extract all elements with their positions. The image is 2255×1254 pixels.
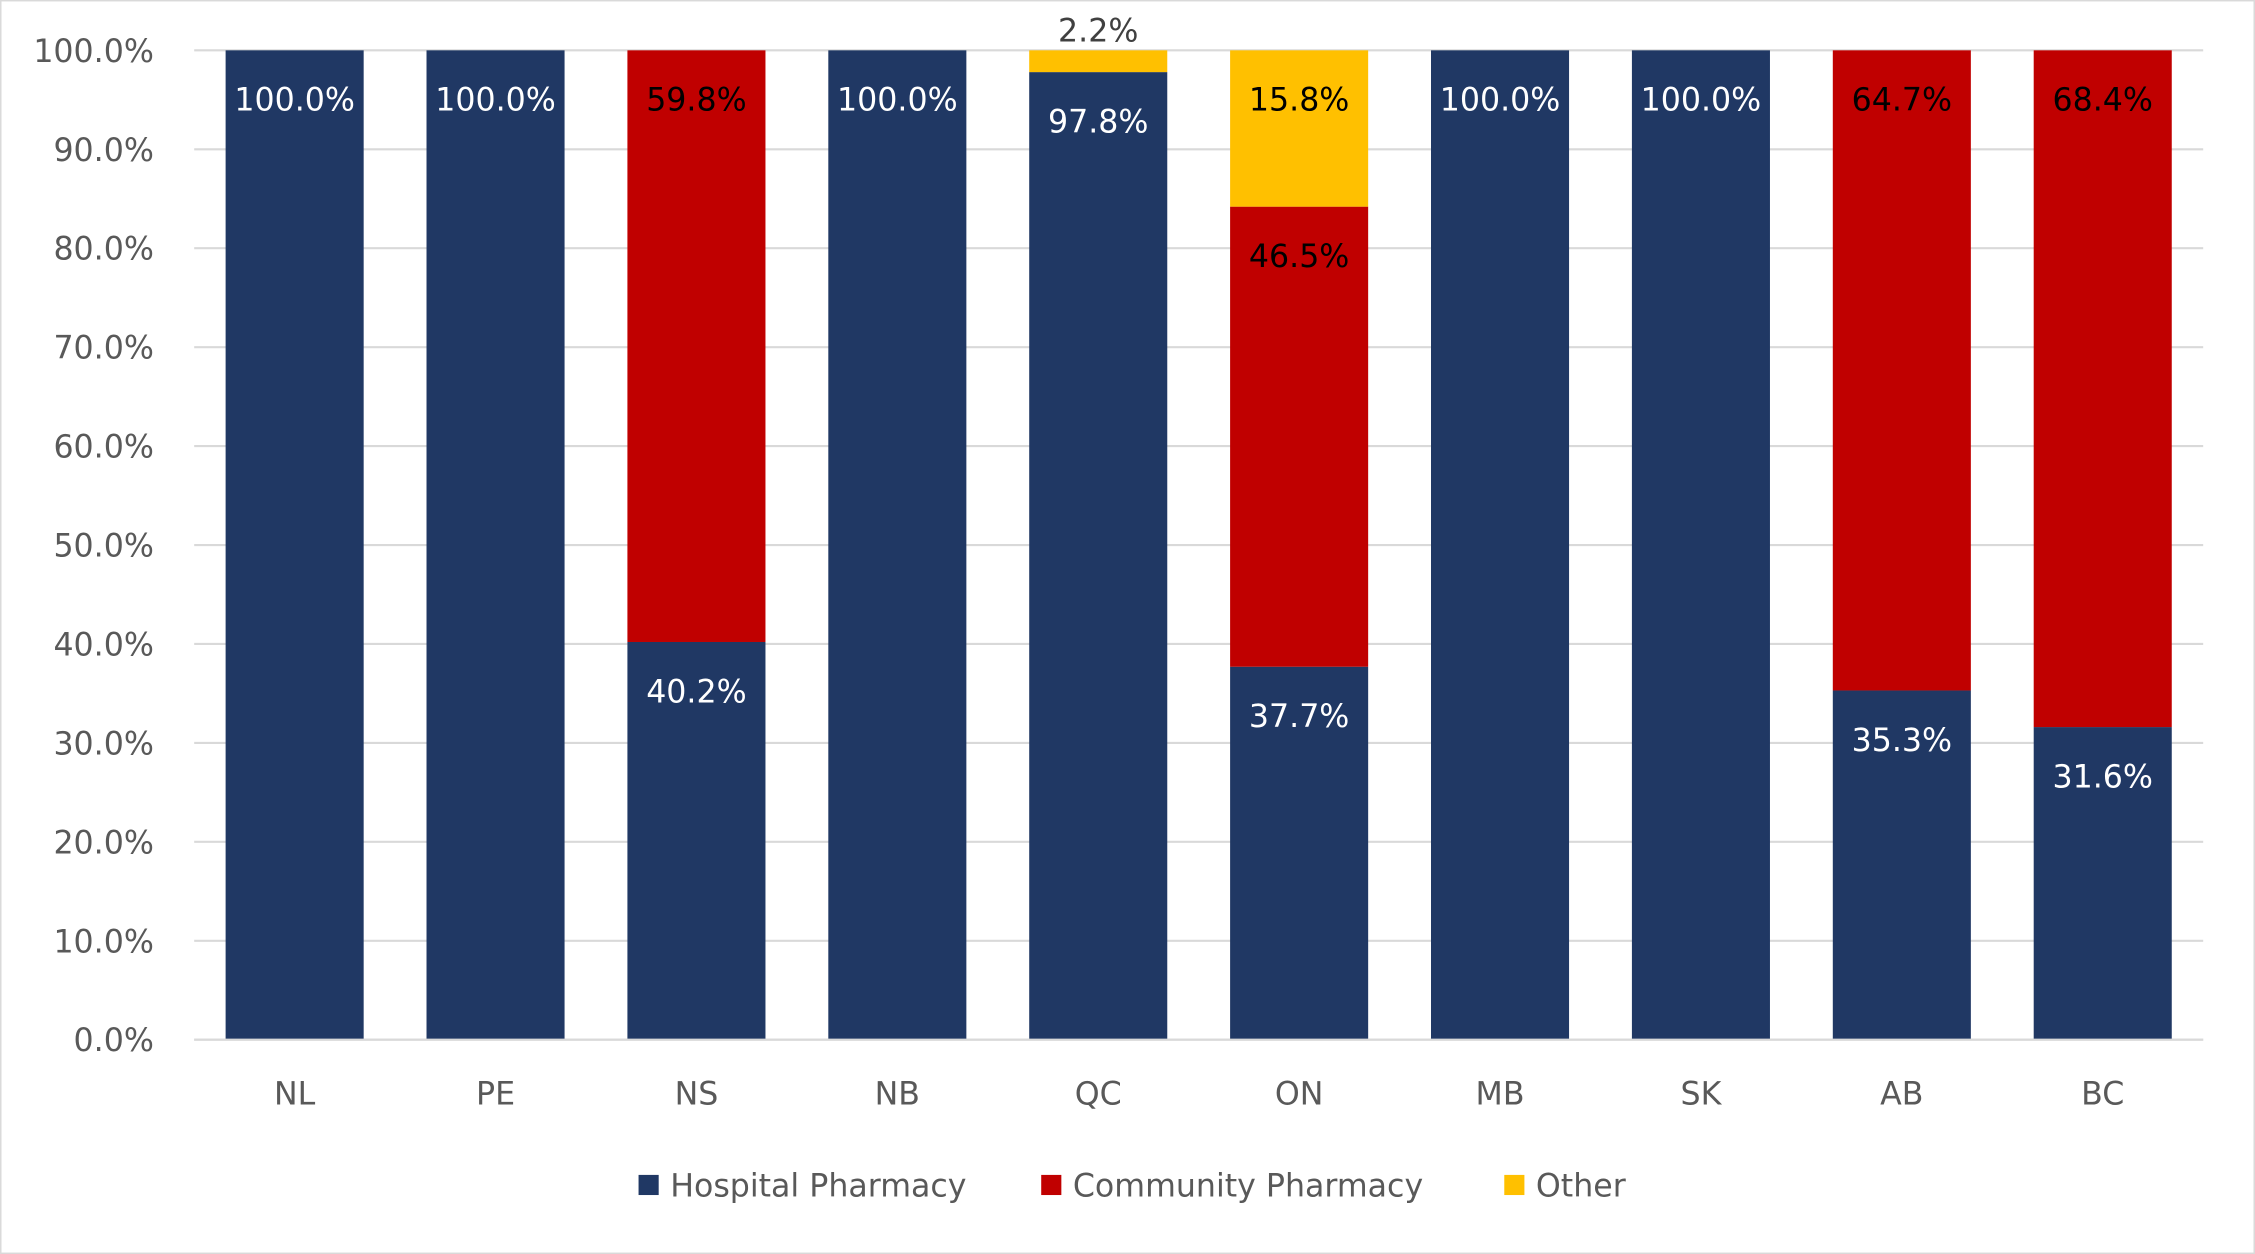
data-label: 37.7% — [1249, 699, 1349, 735]
y-tick-label: 0.0% — [74, 1023, 154, 1059]
y-tick-label: 80.0% — [53, 232, 153, 268]
y-tick-label: 90.0% — [53, 133, 153, 169]
data-label: 59.8% — [646, 83, 746, 119]
bar-segment-community-pharmacy — [1230, 206, 1369, 667]
bar-segment-community-pharmacy — [2033, 50, 2172, 728]
bar-segment-hospital-pharmacy — [2033, 727, 2172, 1040]
x-tick-label: NB — [875, 1076, 920, 1112]
bar-segment-hospital-pharmacy — [225, 50, 364, 1040]
x-tick-label: MB — [1476, 1076, 1525, 1112]
bar-segment-other — [1029, 50, 1168, 73]
y-tick-label: 30.0% — [53, 726, 153, 762]
bar-segment-other — [1230, 50, 1369, 207]
data-label: 2.2% — [1058, 14, 1138, 50]
x-tick-label: AB — [1880, 1076, 1923, 1112]
y-tick-label: 50.0% — [53, 529, 153, 565]
x-tick-label: QC — [1075, 1076, 1122, 1112]
data-label: 64.7% — [1852, 83, 1952, 119]
data-label: 100.0% — [1641, 83, 1762, 119]
bar-segment-hospital-pharmacy — [828, 50, 967, 1040]
y-tick-label: 60.0% — [53, 430, 153, 466]
legend-label: Community Pharmacy — [1073, 1168, 1423, 1204]
y-tick-label: 70.0% — [53, 331, 153, 367]
bar-segment-community-pharmacy — [1832, 50, 1971, 691]
data-label: 97.8% — [1048, 104, 1148, 140]
bar-segment-hospital-pharmacy — [627, 641, 766, 1040]
legend-label: Other — [1536, 1168, 1626, 1204]
y-tick-label: 10.0% — [53, 924, 153, 960]
data-label: 46.5% — [1249, 239, 1349, 275]
x-tick-label: BC — [2081, 1076, 2124, 1112]
y-tick-label: 100.0% — [33, 34, 154, 70]
bar-segment-hospital-pharmacy — [1029, 72, 1168, 1040]
bar-segment-community-pharmacy — [627, 50, 766, 642]
legend-label: Hospital Pharmacy — [670, 1168, 966, 1204]
data-label: 100.0% — [837, 83, 958, 119]
data-label: 100.0% — [234, 83, 355, 119]
y-tick-label: 20.0% — [53, 825, 153, 861]
data-label: 100.0% — [1440, 83, 1561, 119]
bar-segment-hospital-pharmacy — [1230, 666, 1369, 1040]
data-label: 31.6% — [2052, 759, 2152, 795]
x-tick-label: PE — [476, 1076, 515, 1112]
legend-swatch — [1504, 1174, 1525, 1196]
x-tick-label: NS — [675, 1076, 719, 1112]
data-label: 35.3% — [1852, 723, 1952, 759]
bar-segment-hospital-pharmacy — [1832, 690, 1971, 1040]
x-tick-label: SK — [1681, 1076, 1723, 1112]
data-label: 100.0% — [435, 83, 556, 119]
bar-segment-hospital-pharmacy — [426, 50, 565, 1040]
bar-segment-hospital-pharmacy — [1431, 50, 1570, 1040]
y-tick-label: 40.0% — [53, 627, 153, 663]
legend-swatch — [1041, 1174, 1062, 1196]
data-label: 15.8% — [1249, 83, 1349, 119]
data-label: 68.4% — [2052, 83, 2152, 119]
x-tick-label: NL — [274, 1076, 316, 1112]
legend-swatch — [638, 1174, 659, 1196]
bar-segment-hospital-pharmacy — [1631, 50, 1770, 1040]
x-tick-label: ON — [1275, 1076, 1324, 1112]
data-label: 40.2% — [646, 674, 746, 710]
